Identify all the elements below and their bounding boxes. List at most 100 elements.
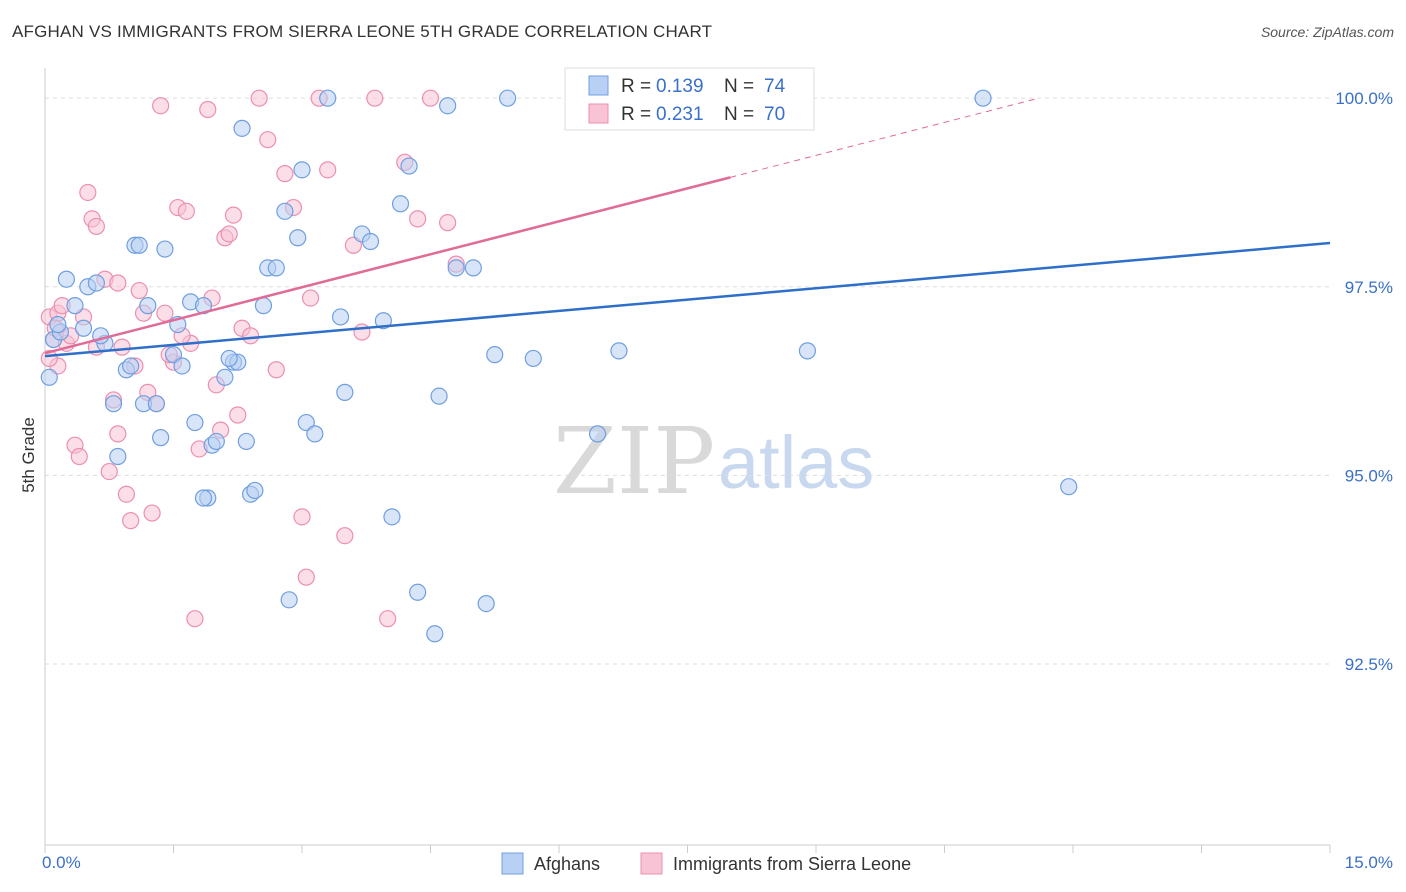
legend-n-value-1: 74 [764, 76, 786, 97]
series-legend: Afghans Immigrants from Sierra Leone [501, 852, 911, 875]
sierra-leone-point [224, 206, 243, 224]
afghans-point [156, 240, 174, 258]
series-legend-swatch-sierra-leone [640, 852, 663, 875]
afghans-point [49, 315, 67, 334]
afghans-point [798, 342, 817, 360]
afghans-point [220, 349, 238, 368]
legend-r-value-2: 0.231 [656, 104, 704, 125]
legend-n-value-2: 70 [764, 104, 785, 125]
afghans-point [164, 346, 183, 364]
source-label: Source: ZipAtlas.com [1260, 24, 1394, 40]
y-tick-label: 100.0% [1335, 89, 1393, 108]
afghans-point [40, 368, 58, 386]
y-tick-label: 92.5% [1345, 655, 1393, 674]
afghans-point [237, 432, 255, 451]
chart-title: AFGHAN VS IMMIGRANTS FROM SIERRA LEONE 5… [12, 22, 713, 41]
afghans-point [254, 297, 273, 315]
legend-r-label-1: R = [621, 76, 651, 97]
afghans-point [610, 342, 628, 360]
sierra-leone-point [297, 568, 315, 586]
y-tick-label: 97.5% [1345, 278, 1393, 297]
data-points [40, 89, 1078, 643]
sierra-leone-point [259, 131, 277, 149]
afghans-point [1060, 478, 1078, 496]
afghans-point [87, 274, 106, 292]
afghans-point [588, 425, 607, 443]
legend-n-label-2: N = [724, 104, 754, 125]
afghans-point [173, 357, 191, 375]
sierra-leone-point [113, 338, 131, 356]
afghans-point [974, 89, 992, 107]
afghans-point [486, 346, 504, 364]
afghans-point [207, 432, 225, 451]
afghans-point [426, 625, 444, 643]
sierra-leone-point [109, 274, 127, 292]
legend-r-label-2: R = [621, 104, 651, 125]
sierra-leone-point [250, 89, 268, 107]
sierra-leone-point [79, 183, 97, 202]
afghans-point [194, 489, 213, 507]
sierra-leone-point [379, 610, 397, 628]
afghans-point [289, 229, 307, 247]
sierra-leone-point [152, 97, 170, 115]
afghans-point [319, 89, 337, 107]
sierra-leone-point [143, 504, 161, 522]
afghans-point [336, 383, 354, 401]
afghans-point [374, 312, 392, 330]
afghans-point [104, 395, 123, 413]
axes: 92.5% 95.0% 97.5% 100.0% [44, 68, 1393, 853]
x-tick-label-max: 15.0% [1345, 853, 1393, 872]
sierra-leone-point [220, 225, 238, 243]
series-legend-swatch-afghans [501, 852, 524, 875]
afghans-point [109, 447, 127, 466]
afghans-trend-line [44, 241, 1331, 358]
x-tick-label-min: 0.0% [42, 853, 81, 872]
sierra-leone-trend-extension [730, 97, 1039, 178]
afghans-point [297, 413, 315, 432]
sierra-leone-point [186, 610, 204, 628]
afghans-point [383, 508, 401, 526]
afghans-point [152, 429, 170, 447]
afghans-point [391, 195, 410, 213]
afghans-point [293, 161, 311, 179]
afghans-point [66, 297, 84, 315]
sierra-leone-trend-line [44, 176, 731, 355]
afghans-point [400, 157, 418, 175]
afghans-point [267, 259, 285, 277]
legend-swatch-afghans [588, 75, 609, 96]
afghans-point [216, 368, 234, 386]
sierra-leone-point [117, 485, 135, 503]
afghans-point [57, 270, 76, 288]
afghans-point [477, 595, 495, 613]
series-legend-label-afghans: Afghans [534, 854, 600, 874]
afghans-point [524, 349, 542, 368]
afghans-point [122, 357, 140, 375]
sierra-leone-point [87, 217, 106, 236]
afghans-point [74, 319, 93, 337]
afghans-point [499, 89, 517, 107]
legend-swatch-sierra-leone [588, 103, 609, 124]
afghans-point [409, 583, 427, 601]
y-tick-label: 95.0% [1345, 466, 1393, 485]
sierra-leone-point [122, 512, 140, 530]
trend-lines [44, 97, 1331, 358]
sierra-leone-point [242, 327, 260, 345]
afghans-point [130, 236, 148, 254]
legend-n-label-1: N = [724, 76, 754, 97]
sierra-leone-point [439, 214, 457, 232]
sierra-leone-point [421, 89, 440, 107]
legend-r-value-1: 0.139 [656, 76, 704, 97]
sierra-leone-point [301, 289, 320, 307]
sierra-leone-point [409, 210, 427, 228]
sierra-leone-point [109, 425, 127, 443]
afghans-point [439, 97, 457, 115]
watermark-atlas: atlas [718, 421, 874, 504]
series-legend-label-sierra-leone: Immigrants from Sierra Leone [673, 854, 911, 874]
afghans-point [233, 119, 251, 137]
sierra-leone-point [267, 361, 285, 379]
watermark-zip: ZIP [553, 408, 715, 515]
sierra-leone-point [100, 462, 118, 481]
afghans-point [139, 297, 157, 315]
sierra-leone-point [70, 447, 88, 466]
sierra-leone-point [130, 281, 148, 300]
